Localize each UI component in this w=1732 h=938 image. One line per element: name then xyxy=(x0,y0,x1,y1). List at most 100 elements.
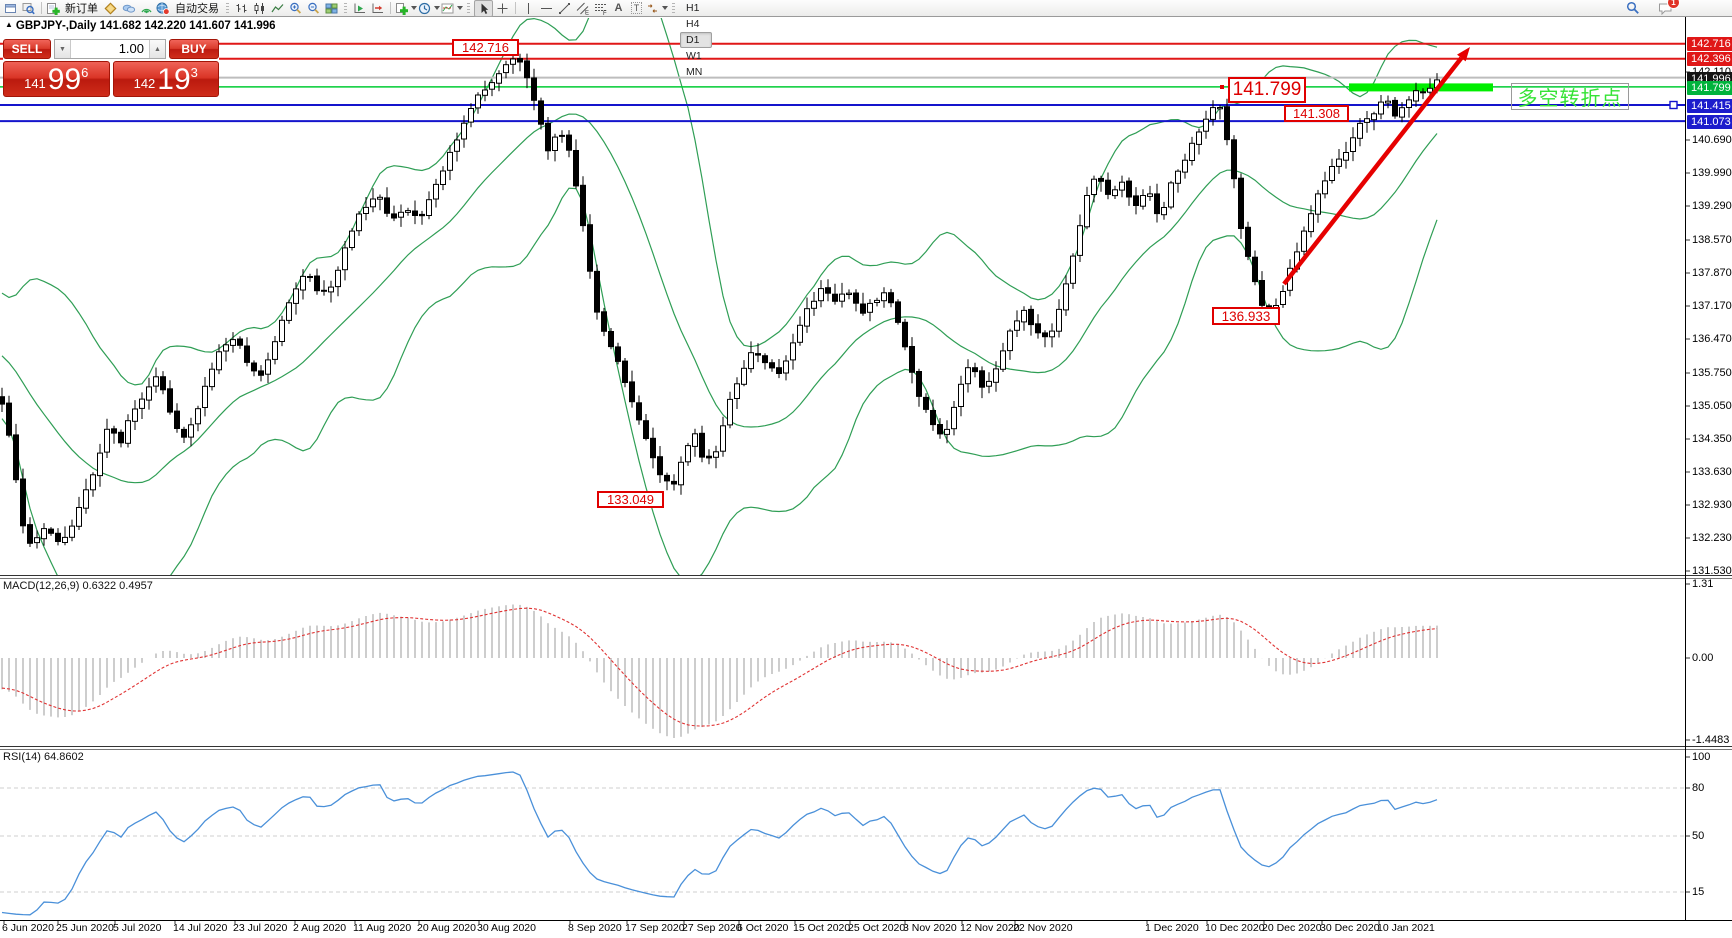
signals-button[interactable] xyxy=(138,1,155,16)
price-callout[interactable]: 141.308 xyxy=(1284,105,1349,122)
new-chart-button[interactable] xyxy=(395,1,417,16)
price-callout[interactable]: 141.799 xyxy=(1228,77,1306,103)
volume-increase-button[interactable]: ▲ xyxy=(149,40,165,58)
volume-decrease-button[interactable]: ▼ xyxy=(55,40,71,58)
zoom-out-icon xyxy=(308,2,320,14)
label-tool-label: T xyxy=(630,2,643,14)
timeframe-button-H1[interactable]: H1 xyxy=(686,2,700,14)
time-axis-label: 5 Jul 2020 xyxy=(113,922,162,934)
callout-anchor xyxy=(1220,85,1224,89)
price-axis-label: 133.630 xyxy=(1692,466,1732,478)
time-axis-label: 20 Aug 2020 xyxy=(417,922,476,934)
chart-shift-button[interactable] xyxy=(369,1,386,16)
toolbar-grip xyxy=(226,2,229,14)
auto-scroll-button[interactable] xyxy=(351,1,368,16)
chat-badge: 1 xyxy=(1667,0,1680,9)
price-callout[interactable]: 136.933 xyxy=(1212,307,1280,325)
horizontal-line-tool-button[interactable] xyxy=(538,1,555,16)
time-axis-label: 10 Jan 2021 xyxy=(1377,922,1435,934)
timeframe-button-MN[interactable]: MN xyxy=(686,66,703,78)
toolbar-separator xyxy=(390,2,391,14)
indicators-icon xyxy=(441,3,454,13)
price-axis-label: 139.990 xyxy=(1692,167,1732,179)
new-chart-icon xyxy=(396,2,408,15)
time-axis-label: 27 Sep 2020 xyxy=(682,922,742,934)
ask-price-display[interactable]: 142 19 3 xyxy=(112,61,219,97)
line-selection-handle[interactable] xyxy=(1669,100,1678,110)
toolbar-grip xyxy=(467,2,470,14)
time-axis-label: 17 Sep 2020 xyxy=(625,922,685,934)
chart-window-button[interactable] xyxy=(2,1,19,16)
svg-text:F: F xyxy=(603,11,607,15)
auto-scroll-icon xyxy=(354,3,365,13)
candlestick-icon xyxy=(254,2,264,14)
tile-windows-button[interactable] xyxy=(323,1,340,16)
new-order-label: 新订单 xyxy=(65,3,98,15)
market-watch-button[interactable] xyxy=(102,1,119,16)
bar-chart-icon xyxy=(236,3,247,12)
turning-point-annotation[interactable]: 多空转折点 xyxy=(1511,83,1629,110)
candle-chart-mode-button[interactable] xyxy=(251,1,268,16)
time-axis-label: 12 Nov 2020 xyxy=(960,922,1020,934)
text-tool-button[interactable]: A xyxy=(610,1,627,16)
indicators-button[interactable] xyxy=(441,1,463,16)
macd-axis-label: 0.00 xyxy=(1692,652,1714,664)
ohlc-header: ▲ GBPJPY-,Daily 141.682 142.220 141.607 1… xyxy=(5,20,276,32)
new-order-button[interactable]: 新订单 xyxy=(46,1,101,16)
toolbar-separator xyxy=(41,2,42,14)
trendline-icon xyxy=(559,2,570,14)
timeframe-button-H4[interactable]: H4 xyxy=(686,18,700,30)
fibonacci-tool-button[interactable]: F xyxy=(592,1,609,16)
price-axis-label: 135.750 xyxy=(1692,367,1732,379)
rsi-axis-label: 50 xyxy=(1692,830,1705,842)
vertical-line-tool-button[interactable] xyxy=(520,1,537,16)
chevron-down-icon xyxy=(411,6,417,10)
price-axis-label: 132.930 xyxy=(1692,499,1732,511)
chat-button[interactable]: 1 xyxy=(1657,0,1680,16)
data-window-button[interactable] xyxy=(120,1,137,16)
horizontal-line-icon xyxy=(541,7,552,9)
bb-middle-band xyxy=(1,113,1438,484)
timeframe-button-D1[interactable]: D1 xyxy=(680,32,713,48)
line-chart-mode-button[interactable] xyxy=(269,1,286,16)
price-callout[interactable]: 133.049 xyxy=(597,491,664,508)
price-callout[interactable]: 142.716 xyxy=(452,39,519,56)
search-icon xyxy=(1626,1,1639,14)
label-tool-button[interactable]: T xyxy=(628,1,645,16)
channel-tool-button[interactable]: E xyxy=(574,1,591,16)
rsi-axis-label: 15 xyxy=(1692,886,1705,898)
bid-main: 99 xyxy=(47,63,82,96)
buy-button[interactable]: BUY xyxy=(169,39,219,59)
timeframe-button-W1[interactable]: W1 xyxy=(686,50,702,62)
price-axis-label: 138.570 xyxy=(1692,234,1732,246)
sell-button[interactable]: SELL xyxy=(3,39,51,59)
ask-prefix: 142 xyxy=(133,76,156,91)
zoom-out-button[interactable] xyxy=(305,1,322,16)
volume-input[interactable]: 1.00 xyxy=(118,41,144,56)
macd-label: MACD(12,26,9) 0.6322 0.4957 xyxy=(3,580,153,592)
bid-price-display[interactable]: 141 99 6 xyxy=(3,61,110,97)
cursor-tool-button[interactable] xyxy=(474,0,493,17)
crosshair-tool-button[interactable] xyxy=(494,1,511,16)
arrows-tool-button[interactable] xyxy=(646,1,668,16)
bar-chart-mode-button[interactable] xyxy=(233,1,250,16)
bid-prefix: 141 xyxy=(24,76,46,91)
zoom-in-button[interactable] xyxy=(287,1,304,16)
auto-trading-button[interactable]: 自动交易 xyxy=(156,1,222,16)
time-axis-label: 14 Jul 2020 xyxy=(173,922,228,934)
macd-indicator xyxy=(1,604,1438,738)
trendline-tool-button[interactable] xyxy=(556,1,573,16)
tile-windows-icon xyxy=(325,3,338,13)
periods-button[interactable] xyxy=(418,1,440,16)
collapse-arrow-icon[interactable]: ▲ xyxy=(5,20,13,29)
support-highlight-rect xyxy=(1349,83,1493,92)
profile-button[interactable] xyxy=(20,1,37,16)
price-axis-badge: 141.073 xyxy=(1687,115,1732,129)
trend-arrow-head xyxy=(1457,47,1470,62)
volume-stepper: ▼ 1.00 ▲ xyxy=(54,39,166,59)
search-button[interactable] xyxy=(1624,1,1641,16)
time-axis-label: 20 Dec 2020 xyxy=(1262,922,1322,934)
